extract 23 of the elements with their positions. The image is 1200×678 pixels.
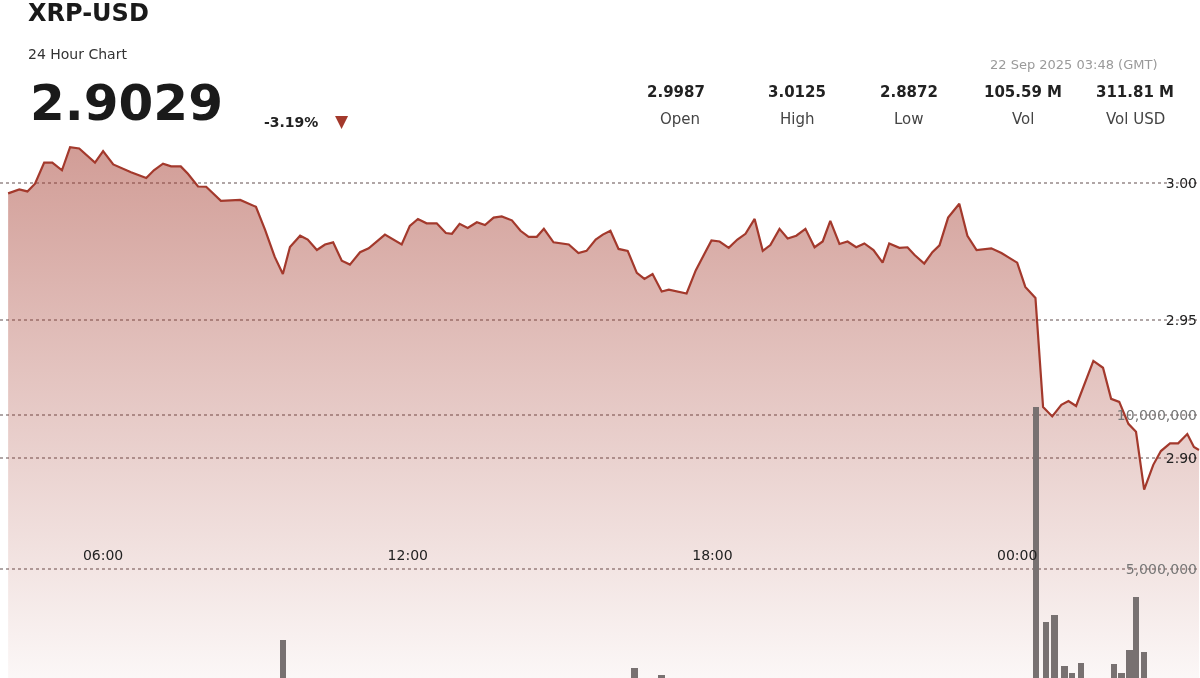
x-tick-label: 12:00 (387, 547, 428, 563)
y-tick-label: 2.95 (1165, 312, 1197, 329)
annotation: 105.59 M (984, 83, 1063, 101)
annotation: Open (660, 110, 701, 128)
annotation: 311.81 M (1096, 83, 1175, 101)
annotation: 2.9987 (647, 83, 705, 101)
text: 24 Hour Chart (28, 46, 128, 62)
annotation: Vol (1012, 110, 1035, 128)
annotation: ▼ (335, 111, 349, 131)
y2-tick-label: 5,000,000 (1125, 560, 1197, 577)
x-tick-label: 06:00 (82, 547, 124, 563)
y-tick-label: 2.90 (1165, 449, 1197, 466)
chart-title: XRP-USD (28, 0, 149, 27)
annotation: 2.9029 (30, 74, 223, 132)
annotation: High (780, 110, 815, 128)
y-tick-label: 3.00 (1165, 174, 1197, 191)
annotation: -3.19% (264, 114, 319, 130)
annotation: Low (894, 110, 924, 128)
annotation: 3.0125 (768, 83, 826, 101)
annotation: 22 Sep 2025 03:48 (GMT) (990, 57, 1158, 72)
annotation: Vol USD (1106, 110, 1166, 128)
x-tick-label: 18:00 (692, 547, 733, 563)
annotation: 2.8872 (880, 83, 938, 101)
